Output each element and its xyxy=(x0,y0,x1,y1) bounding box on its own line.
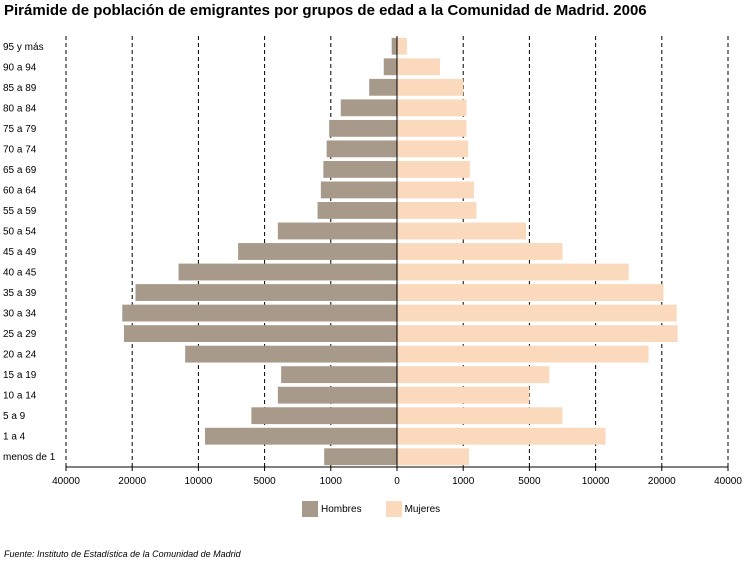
bar-hombres xyxy=(277,386,397,404)
bar-hombres xyxy=(178,263,397,281)
bar-mujeres xyxy=(397,243,563,260)
bar-mujeres xyxy=(397,78,464,96)
legend-swatch-mujeres xyxy=(385,501,402,517)
age-group-label: 60 a 64 xyxy=(3,185,37,196)
bar-hombres xyxy=(320,181,397,199)
age-group-label: 95 y más xyxy=(3,42,44,53)
bar-mujeres xyxy=(397,181,474,199)
bar-mujeres xyxy=(397,386,530,404)
bar-hombres xyxy=(123,325,398,343)
axis-layer: 95 y más 90 a 94 85 a 89 80 a 84 75 a 79 70 a… xyxy=(3,36,742,487)
x-tick-label: 5000 xyxy=(253,476,276,487)
age-group-label: 50 a 54 xyxy=(3,226,37,237)
legend: Hombres Mujeres xyxy=(302,500,464,518)
age-group-label: 35 a 39 xyxy=(3,288,37,299)
x-tick-label: 10000 xyxy=(184,476,212,487)
x-tick-label: 40000 xyxy=(714,476,742,487)
age-group-label: 5 a 9 xyxy=(3,411,26,422)
bar-hombres xyxy=(317,202,397,219)
bar-mujeres xyxy=(397,222,527,240)
x-tick-label: 20000 xyxy=(118,476,146,487)
x-tick-label: 10000 xyxy=(582,476,610,487)
bar-mujeres xyxy=(397,58,441,76)
bar-hombres xyxy=(324,448,397,466)
bar-mujeres xyxy=(397,345,649,363)
age-group-label: 25 a 29 xyxy=(3,329,37,340)
age-group-label: 85 a 89 xyxy=(3,83,37,94)
legend-item-hombres: Hombres xyxy=(302,501,362,517)
age-group-label: 55 a 59 xyxy=(3,206,37,217)
legend-label-mujeres: Mujeres xyxy=(404,503,441,515)
bar-hombres xyxy=(391,37,397,55)
bar-mujeres xyxy=(397,202,477,219)
bar-hombres xyxy=(340,99,397,117)
age-group-label: menos de 1 xyxy=(3,452,56,463)
bar-hombres xyxy=(323,160,397,178)
bar-hombres xyxy=(251,407,397,425)
x-tick-label: 40000 xyxy=(52,476,80,487)
bar-hombres xyxy=(383,58,397,76)
bar-hombres xyxy=(122,304,398,322)
bar-mujeres xyxy=(397,407,563,425)
age-group-label: 70 a 74 xyxy=(3,144,37,155)
age-group-label: 40 a 45 xyxy=(3,268,37,279)
age-group-label: 10 a 14 xyxy=(3,391,37,402)
bar-mujeres xyxy=(397,366,550,384)
bar-mujeres xyxy=(397,263,629,281)
source-note: Fuente: Instituto de Estadística de la C… xyxy=(4,549,241,559)
age-group-label: 20 a 24 xyxy=(3,350,37,361)
age-group-label: 80 a 84 xyxy=(3,103,37,114)
bar-mujeres xyxy=(397,448,469,466)
age-group-label: 1 a 4 xyxy=(3,432,26,443)
age-group-label: 45 a 49 xyxy=(3,247,37,258)
bar-mujeres xyxy=(397,325,678,343)
legend-label-hombres: Hombres xyxy=(321,503,362,515)
bar-mujeres xyxy=(397,37,407,55)
x-tick-label: 5000 xyxy=(518,476,541,487)
source-prefix: Fuente: xyxy=(4,549,35,559)
age-group-label: 90 a 94 xyxy=(3,62,37,73)
bar-mujeres xyxy=(397,427,606,445)
legend-item-mujeres: Mujeres xyxy=(385,501,441,517)
bar-hombres xyxy=(135,284,397,301)
bar-mujeres xyxy=(397,140,469,158)
x-tick-label: 20000 xyxy=(648,476,676,487)
bar-mujeres xyxy=(397,99,467,117)
age-group-label: 75 a 79 xyxy=(3,124,37,135)
source-text: Instituto de Estadística de la Comunidad… xyxy=(37,549,241,559)
bar-hombres xyxy=(329,119,397,137)
legend-swatch-hombres xyxy=(302,501,318,517)
bar-hombres xyxy=(205,427,397,445)
age-group-label: 65 a 69 xyxy=(3,165,37,176)
x-tick-label: 0 xyxy=(394,476,400,487)
bar-mujeres xyxy=(397,284,664,301)
bar-hombres xyxy=(185,345,397,363)
bar-mujeres xyxy=(397,160,470,178)
bar-mujeres xyxy=(397,304,677,322)
bars-layer xyxy=(122,37,678,466)
bar-hombres xyxy=(238,243,397,260)
bar-mujeres xyxy=(397,119,467,137)
bar-hombres xyxy=(326,140,397,158)
bar-hombres xyxy=(277,222,397,240)
bar-hombres xyxy=(369,78,397,96)
population-pyramid-chart: 95 y más 90 a 94 85 a 89 80 a 84 75 a 79 70 a… xyxy=(3,36,742,487)
age-group-label: 15 a 19 xyxy=(3,370,37,381)
age-group-label: 30 a 34 xyxy=(3,309,37,320)
x-tick-label: 1000 xyxy=(452,476,475,487)
chart-title: Pirámide de población de emigrantes por … xyxy=(4,2,647,19)
bar-hombres xyxy=(281,366,397,384)
x-tick-label: 1000 xyxy=(320,476,343,487)
